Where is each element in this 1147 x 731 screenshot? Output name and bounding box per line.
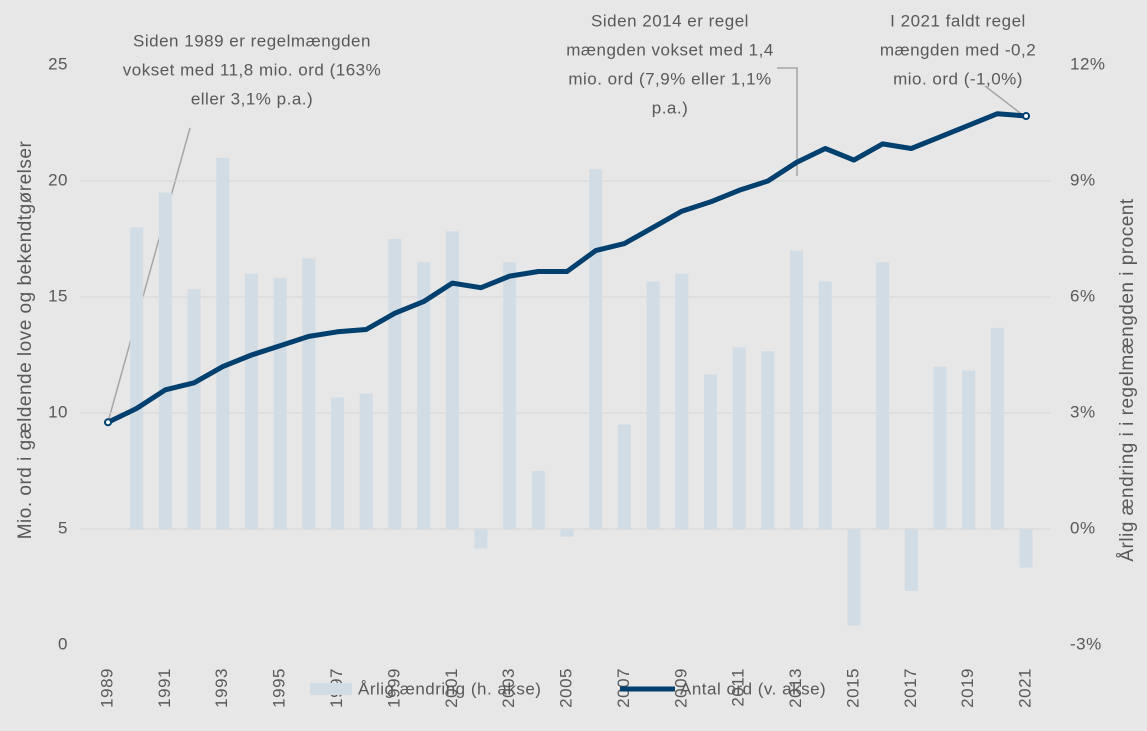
bar: [445, 231, 459, 529]
x-tick-label: 1989: [97, 668, 116, 708]
bar: [761, 351, 775, 529]
bar: [847, 529, 861, 626]
bar: [933, 366, 947, 529]
legend-label: Antal ord (v. akse): [680, 679, 826, 698]
bar: [818, 281, 832, 529]
y2-axis-title: Årlig ændring i i regelmængden i procent: [1117, 198, 1138, 561]
y2-tick-label: 0%: [1070, 518, 1096, 537]
bar: [560, 529, 574, 537]
bar: [617, 424, 631, 529]
bar: [1019, 529, 1033, 568]
x-tick-label: 1993: [212, 668, 231, 708]
bar: [790, 250, 804, 529]
bar: [732, 347, 746, 529]
line-endpoint: [1022, 112, 1031, 121]
y-tick-label: 0: [58, 634, 68, 653]
x-tick-label: 1999: [384, 668, 403, 708]
bar: [990, 327, 1004, 529]
annotation: Siden 1989 er regelmængden: [133, 31, 371, 50]
y2-tick-label: 3%: [1070, 402, 1096, 421]
bar: [302, 258, 316, 529]
y2-tick-label: 12%: [1070, 54, 1106, 73]
annotation: eller 3,1% p.a.): [191, 89, 313, 108]
leader-line: [984, 85, 1025, 117]
bar: [703, 374, 717, 529]
annotation: mængden vokset med 1,4: [566, 40, 774, 59]
bar: [359, 393, 373, 529]
annotation: mio. ord (7,9% eller 1,1%: [568, 69, 771, 88]
line-endpoint: [104, 418, 112, 427]
y-tick-label: 20: [48, 170, 68, 189]
y2-tick-label: 6%: [1070, 286, 1096, 305]
leader-line: [107, 127, 191, 423]
y-tick-label: 10: [48, 402, 68, 421]
bar: [331, 397, 345, 529]
bar: [531, 471, 545, 529]
y-tick-label: 5: [58, 518, 68, 537]
bar: [503, 262, 517, 529]
bar: [646, 281, 660, 529]
x-tick-label: 2019: [958, 668, 977, 708]
bar: [273, 277, 287, 529]
bar: [187, 289, 201, 529]
bar: [962, 370, 976, 529]
bar: [158, 192, 172, 529]
line: [106, 111, 1027, 425]
leader-line: [777, 67, 798, 176]
legend-label: Årlig ændring (h. akse): [358, 679, 541, 698]
annotation: p.a.): [652, 98, 689, 117]
bar: [589, 169, 603, 529]
annotation: mio. ord (-1,0%): [893, 69, 1023, 88]
bar: [474, 529, 488, 549]
annotation: mængden med -0,2: [880, 40, 1036, 59]
x-tick-label: 2021: [1016, 668, 1035, 708]
bar: [130, 227, 144, 529]
y2-tick-label: -3%: [1070, 634, 1102, 653]
x-tick-label: 2015: [843, 668, 862, 708]
annotation: I 2021 faldt regel: [890, 11, 1026, 30]
bar: [417, 262, 431, 529]
bar: [388, 239, 402, 529]
bar: [675, 273, 689, 529]
bar: [216, 157, 230, 530]
y-axis-title: Mio. ord i gældende love og bekendtgørel…: [15, 141, 36, 540]
x-tick-label: 1995: [270, 668, 289, 708]
x-tick-label: 2013: [786, 668, 805, 708]
legend-swatch: [310, 683, 352, 695]
y2-tick-label: 9%: [1070, 170, 1096, 189]
x-tick-label: 2005: [557, 668, 576, 708]
y-tick-label: 15: [48, 286, 68, 305]
x-tick-label: 1991: [155, 668, 174, 708]
x-tick-label: 2001: [442, 668, 461, 708]
bar: [876, 262, 890, 529]
x-tick-label: 2003: [499, 668, 518, 708]
bar: [904, 529, 918, 591]
annotation: vokset med 11,8 mio. ord (163%: [123, 60, 381, 79]
x-tick-label: 2009: [671, 668, 690, 708]
bar: [244, 273, 258, 529]
annotation: Siden 2014 er regel: [591, 11, 749, 30]
x-tick-label: 2017: [901, 668, 920, 708]
x-tick-label: 2011: [729, 668, 748, 707]
y-tick-label: 25: [48, 54, 68, 73]
